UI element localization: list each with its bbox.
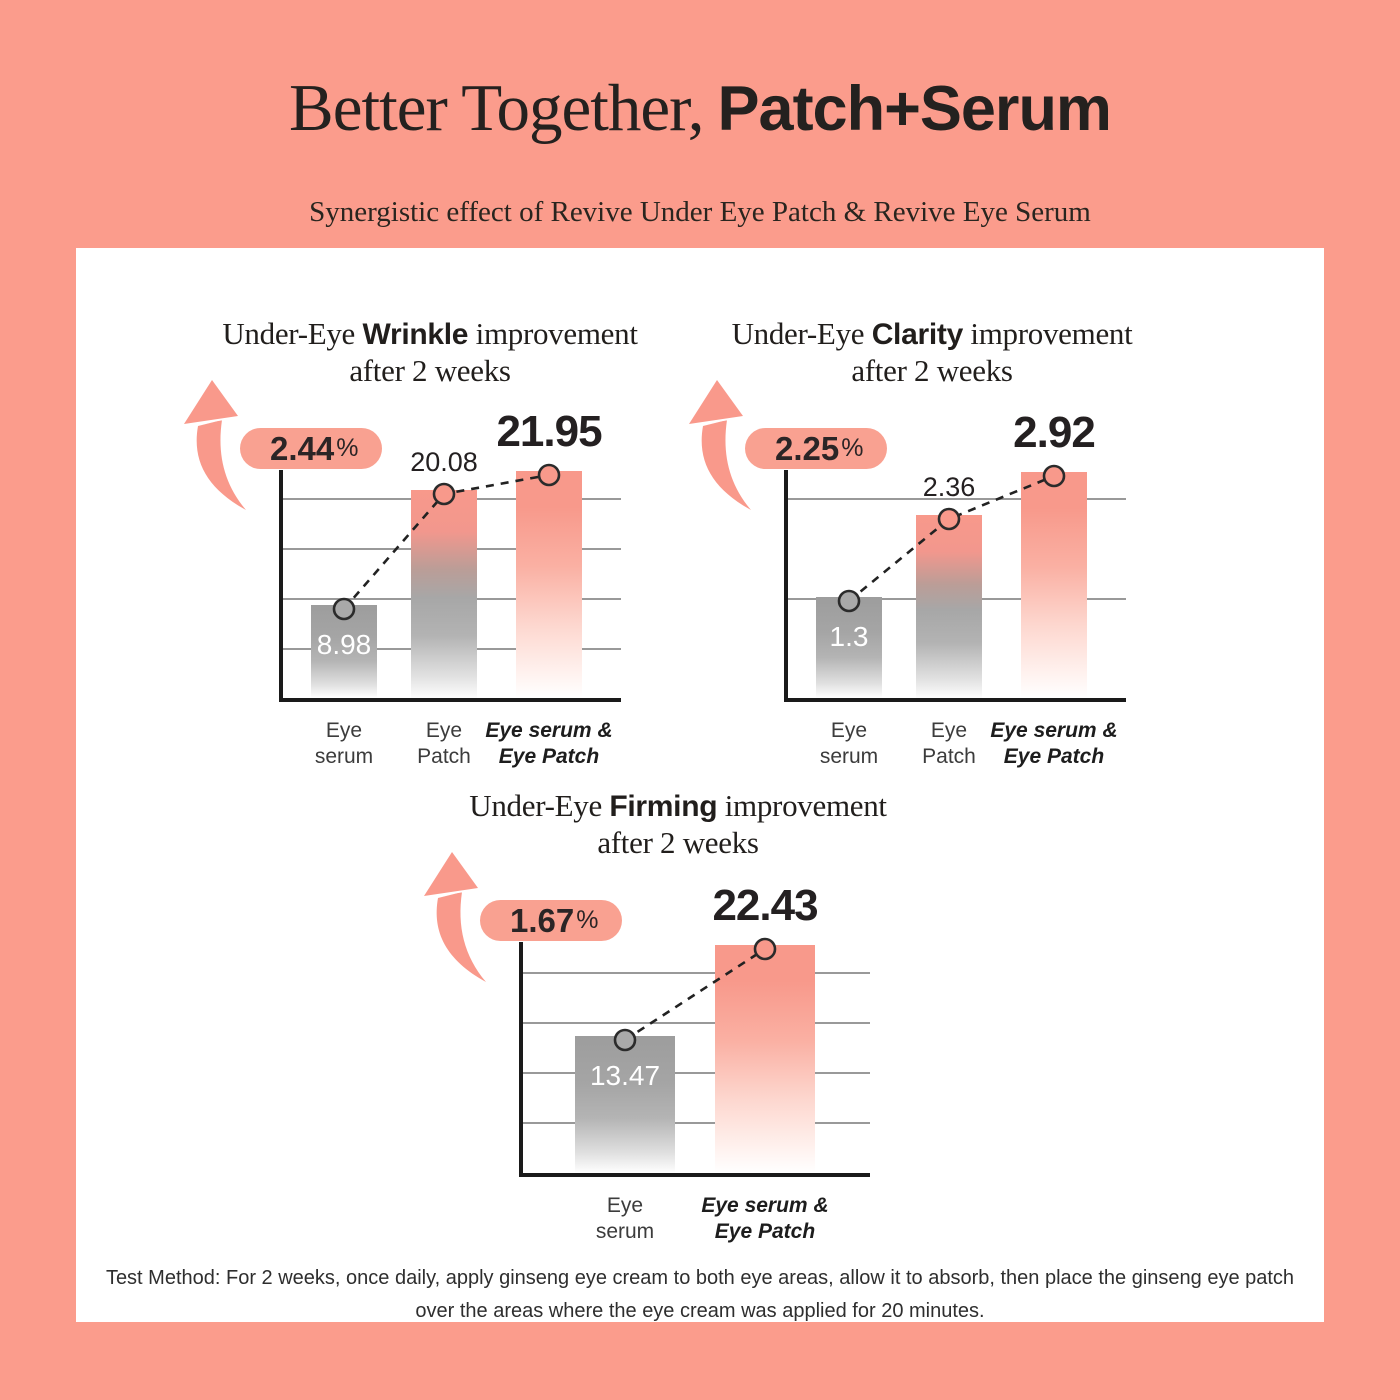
bar-value-label: 21.95 bbox=[496, 407, 602, 456]
category-label: Eye Patch bbox=[922, 719, 976, 768]
increase-badge: 2.44% bbox=[240, 428, 383, 469]
category-label: Eye Patch bbox=[417, 719, 471, 768]
gridline bbox=[523, 1022, 870, 1024]
wrinkle-chart-plot: 8.98 Eye serum 20.08 Eye Patch 21.95 Eye seru… bbox=[279, 407, 621, 768]
title-prefix: Under-Eye bbox=[469, 788, 610, 823]
category-label: Eye serum & Eye Patch bbox=[990, 719, 1118, 768]
category-label: Eye serum & Eye Patch bbox=[701, 1194, 829, 1243]
page-title-regular: Better Together, bbox=[289, 71, 704, 145]
bar-value-label: 22.43 bbox=[712, 881, 818, 930]
bar bbox=[311, 605, 377, 698]
page-title-bold: Patch+Serum bbox=[717, 74, 1112, 144]
title-line2: after 2 weeks bbox=[851, 353, 1013, 388]
category-label: Eye serum bbox=[595, 1194, 655, 1243]
category-label: Eye serum & Eye Patch bbox=[485, 719, 613, 768]
clarity-increase-annotation: 2.25% bbox=[689, 378, 899, 523]
gridline bbox=[523, 972, 870, 974]
title-keyword: Clarity bbox=[871, 318, 964, 351]
gridline bbox=[523, 1072, 870, 1074]
percent-sign: % bbox=[576, 906, 599, 934]
firming-increase-annotation: 1.67% bbox=[424, 850, 634, 995]
title-line2: after 2 weeks bbox=[349, 353, 511, 388]
bar-value-label: 8.98 bbox=[316, 629, 372, 660]
bar bbox=[516, 471, 582, 698]
clarity-chart-title: Under-Eye Clarity improvement after 2 we… bbox=[682, 316, 1182, 389]
title-suffix: improvement bbox=[717, 788, 887, 823]
title-prefix: Under-Eye bbox=[222, 316, 363, 351]
increase-value: 2.25 bbox=[775, 429, 840, 467]
category-label: Eye serum bbox=[314, 719, 374, 768]
percent-sign: % bbox=[336, 434, 359, 462]
bar-value-label: 20.08 bbox=[410, 447, 478, 477]
firming-chart-plot: 13.47 Eye serum 22.43 Eye serum & Eye Patch bbox=[519, 881, 870, 1243]
bar-value-label: 1.3 bbox=[829, 621, 869, 652]
bar bbox=[1021, 472, 1087, 698]
up-arrow-icon bbox=[184, 378, 249, 514]
bar bbox=[816, 597, 882, 698]
title-keyword: Wrinkle bbox=[362, 318, 469, 351]
bar-value-label: 2.92 bbox=[1013, 408, 1096, 457]
bar-value-label: 13.47 bbox=[589, 1060, 661, 1091]
title-suffix: improvement bbox=[962, 316, 1133, 351]
title-line2: after 2 weeks bbox=[597, 825, 759, 860]
increase-badge: 1.67% bbox=[480, 900, 623, 941]
title-suffix: improvement bbox=[468, 316, 638, 351]
title-keyword: Firming bbox=[609, 790, 718, 823]
bar bbox=[916, 515, 982, 698]
trend-connector bbox=[613, 937, 777, 1052]
bar bbox=[715, 945, 815, 1173]
page-title: Better Together, Patch+Serum bbox=[0, 70, 1400, 147]
wrinkle-chart-title: Under-Eye Wrinkle improvement after 2 we… bbox=[180, 316, 680, 389]
increase-badge: 2.25% bbox=[745, 428, 888, 469]
bar bbox=[411, 490, 477, 698]
gridline bbox=[523, 1122, 870, 1124]
clarity-chart-plot: 1.3 Eye serum 2.36 Eye Patch 2.92 Eye serum &… bbox=[784, 408, 1126, 768]
category-label: Eye serum bbox=[819, 719, 879, 768]
percent-sign: % bbox=[841, 434, 864, 462]
up-arrow-icon bbox=[689, 378, 754, 514]
title-prefix: Under-Eye bbox=[731, 316, 872, 351]
increase-value: 1.67 bbox=[510, 901, 575, 939]
bar-value-label: 2.36 bbox=[922, 472, 976, 502]
wrinkle-increase-annotation: 2.44% bbox=[184, 378, 394, 523]
firming-chart-title: Under-Eye Firming improvement after 2 we… bbox=[428, 788, 928, 861]
page-subtitle: Synergistic effect of Revive Under Eye P… bbox=[309, 196, 1091, 228]
increase-value: 2.44 bbox=[270, 429, 335, 467]
bar bbox=[575, 1036, 675, 1173]
up-arrow-icon bbox=[424, 850, 489, 986]
test-method-note: Test Method: For 2 weeks, once daily, ap… bbox=[105, 1267, 1295, 1322]
